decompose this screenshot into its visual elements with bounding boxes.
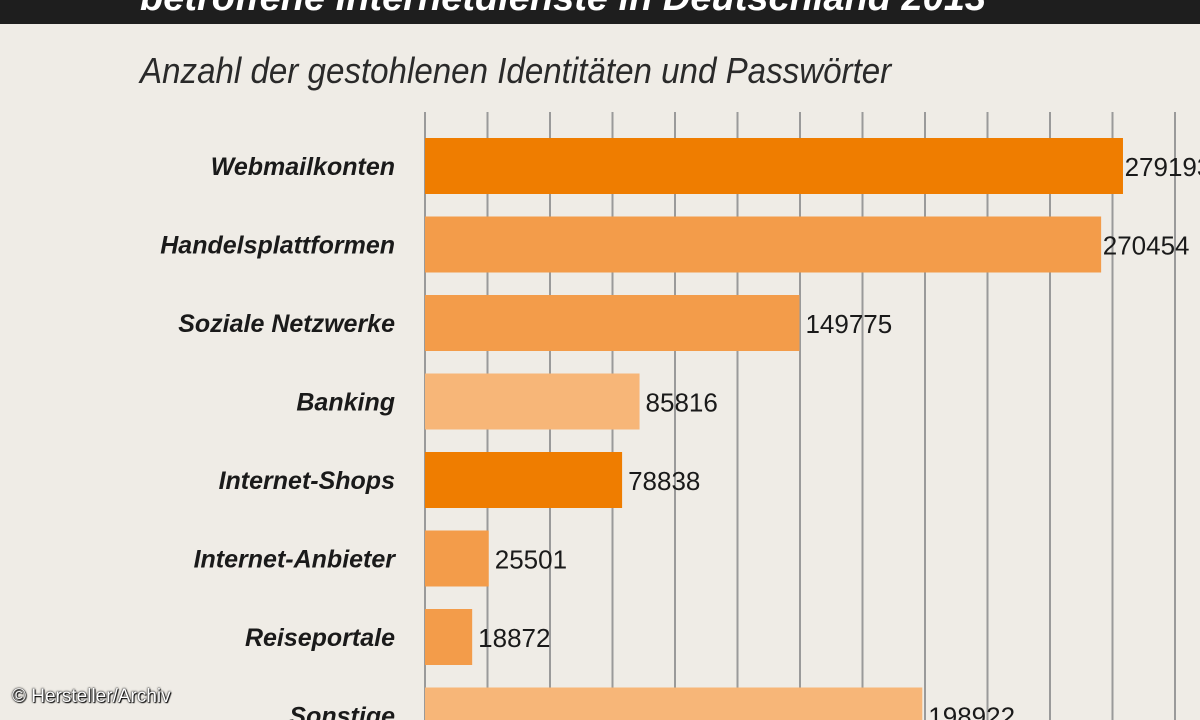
value-label: 149775 bbox=[805, 309, 892, 339]
bar-banking bbox=[425, 373, 640, 430]
value-label: 18872 bbox=[478, 623, 550, 653]
bar-webmailkonten bbox=[425, 138, 1123, 194]
header-bar: betroffene Internetdienste in Deutschlan… bbox=[0, 0, 1200, 24]
value-label: 198922 bbox=[928, 702, 1015, 720]
category-label: Webmailkonten bbox=[211, 153, 395, 181]
bar-internet-shops bbox=[425, 452, 623, 508]
value-label: 270454 bbox=[1103, 231, 1190, 261]
bar-soziale netzwerke bbox=[425, 295, 800, 351]
chart-title: Anzahl der gestohlenen Identitäten und P… bbox=[140, 50, 892, 91]
category-label: Sonstige bbox=[289, 703, 395, 720]
category-label: Banking bbox=[296, 389, 395, 417]
value-label: 279193 bbox=[1125, 152, 1200, 182]
category-label: Internet-Anbieter bbox=[194, 546, 397, 574]
value-label: 25501 bbox=[495, 545, 567, 575]
chart-header-title: betroffene Internetdienste in Deutschlan… bbox=[140, 0, 986, 20]
category-label: Soziale Netzwerke bbox=[178, 310, 395, 338]
bar-handelsplattformen bbox=[425, 216, 1102, 273]
category-label: Handelsplattformen bbox=[160, 232, 395, 260]
category-label: Reiseportale bbox=[245, 624, 395, 652]
value-label: 78838 bbox=[628, 466, 700, 496]
bar-internet-anbieter bbox=[425, 530, 489, 587]
value-label: 85816 bbox=[646, 388, 718, 418]
bar-reiseportale bbox=[425, 609, 473, 665]
image-credit: © Hersteller/Archiv bbox=[12, 686, 171, 707]
category-label: Internet-Shops bbox=[219, 467, 395, 495]
bar-sonstige bbox=[425, 687, 923, 720]
